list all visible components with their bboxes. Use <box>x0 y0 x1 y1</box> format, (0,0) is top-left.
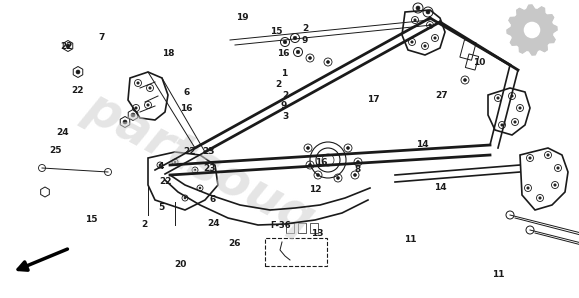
Text: 3: 3 <box>283 112 288 121</box>
Circle shape <box>283 40 287 44</box>
Circle shape <box>539 197 541 199</box>
Circle shape <box>346 147 350 150</box>
Text: 5: 5 <box>158 203 164 212</box>
Text: 11: 11 <box>492 270 504 279</box>
Circle shape <box>357 161 360 164</box>
Circle shape <box>424 45 426 47</box>
Text: 13: 13 <box>311 229 324 238</box>
Circle shape <box>149 87 151 89</box>
Text: 15: 15 <box>270 27 283 36</box>
Text: 22: 22 <box>60 42 73 51</box>
Text: 20: 20 <box>174 260 187 269</box>
Circle shape <box>317 173 320 176</box>
Text: 19: 19 <box>236 13 248 22</box>
Circle shape <box>199 187 201 189</box>
Text: 16: 16 <box>315 158 328 167</box>
Text: 16: 16 <box>277 49 290 58</box>
Circle shape <box>416 6 420 10</box>
Text: 1: 1 <box>281 69 287 77</box>
Text: 6: 6 <box>184 88 189 97</box>
Text: 7: 7 <box>98 33 105 42</box>
Circle shape <box>293 36 297 40</box>
Text: 15: 15 <box>85 215 98 224</box>
Circle shape <box>514 121 516 123</box>
Text: 23: 23 <box>203 164 216 173</box>
Text: 27: 27 <box>435 91 448 100</box>
Circle shape <box>519 107 521 109</box>
Circle shape <box>527 187 529 189</box>
Text: 25: 25 <box>49 146 61 155</box>
Circle shape <box>131 113 135 117</box>
Circle shape <box>547 154 549 156</box>
Text: 24: 24 <box>207 219 219 228</box>
Circle shape <box>309 57 312 60</box>
Circle shape <box>554 184 556 186</box>
Circle shape <box>529 157 531 159</box>
Text: 14: 14 <box>416 140 429 149</box>
Text: 2: 2 <box>283 91 288 100</box>
Circle shape <box>501 124 503 126</box>
Circle shape <box>76 70 80 74</box>
Text: 8: 8 <box>355 165 361 174</box>
Circle shape <box>194 169 196 171</box>
Circle shape <box>135 107 137 109</box>
Circle shape <box>336 176 339 179</box>
Circle shape <box>123 120 127 124</box>
Text: 26: 26 <box>228 239 241 248</box>
Circle shape <box>557 167 559 169</box>
Bar <box>310 223 318 233</box>
Bar <box>298 223 306 233</box>
Text: 10: 10 <box>473 58 486 67</box>
Text: 23: 23 <box>202 148 215 156</box>
Text: 9: 9 <box>280 101 287 110</box>
Text: 2: 2 <box>275 80 281 89</box>
Circle shape <box>137 82 139 84</box>
Circle shape <box>327 60 329 63</box>
Text: 2: 2 <box>142 221 148 229</box>
Text: 18: 18 <box>162 49 174 58</box>
Polygon shape <box>507 5 557 55</box>
Circle shape <box>426 10 430 14</box>
Circle shape <box>464 78 467 81</box>
Circle shape <box>497 97 499 99</box>
Text: F-36: F-36 <box>270 221 291 229</box>
Circle shape <box>309 164 312 167</box>
Bar <box>460 40 476 60</box>
Circle shape <box>411 41 413 43</box>
Text: 12: 12 <box>309 185 322 194</box>
Circle shape <box>434 37 436 39</box>
Text: 16: 16 <box>180 104 193 113</box>
Text: partsouq: partsouq <box>77 82 323 244</box>
Circle shape <box>296 50 300 54</box>
Text: 22: 22 <box>71 86 83 95</box>
Circle shape <box>414 19 416 21</box>
Bar <box>286 223 294 233</box>
Circle shape <box>523 21 541 39</box>
Text: 2: 2 <box>302 24 308 33</box>
Circle shape <box>354 173 357 176</box>
Text: 9: 9 <box>302 36 309 45</box>
Bar <box>466 54 479 70</box>
Text: 22: 22 <box>184 148 196 156</box>
Text: 14: 14 <box>434 183 446 192</box>
Circle shape <box>159 164 161 166</box>
Circle shape <box>306 147 310 150</box>
Text: 17: 17 <box>367 95 380 104</box>
Text: 22: 22 <box>159 177 171 186</box>
Text: 6: 6 <box>210 195 216 204</box>
Circle shape <box>174 161 176 163</box>
Text: 4: 4 <box>157 162 164 171</box>
Circle shape <box>511 95 513 97</box>
Circle shape <box>66 44 70 48</box>
Text: 11: 11 <box>404 235 416 244</box>
Bar <box>265 238 327 266</box>
Circle shape <box>147 104 149 106</box>
Circle shape <box>184 197 186 199</box>
Circle shape <box>429 24 431 26</box>
Text: 24: 24 <box>56 128 69 137</box>
